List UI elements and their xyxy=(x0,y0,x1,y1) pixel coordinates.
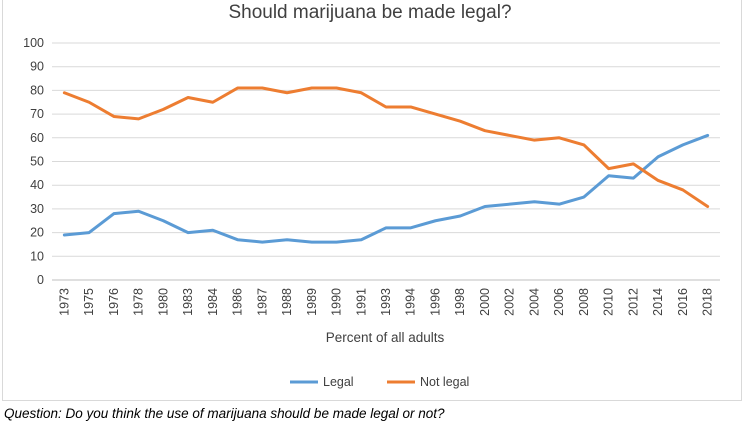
x-axis-label: Percent of all adults xyxy=(326,330,445,345)
legend-label: Legal xyxy=(323,375,354,389)
y-tick-label: 100 xyxy=(23,36,44,50)
y-axis-ticks: 0 10 20 30 40 50 60 70 80 90 100 xyxy=(23,36,44,287)
y-tick-label: 40 xyxy=(30,178,44,192)
x-tick-label: 1984 xyxy=(206,288,220,316)
x-tick-label: 1976 xyxy=(107,288,121,316)
series-line xyxy=(62,133,710,244)
x-tick-label: 1983 xyxy=(181,288,195,316)
x-tick-label: 2006 xyxy=(552,288,566,316)
x-tick-label: 1996 xyxy=(428,288,442,316)
y-tick-label: 10 xyxy=(30,249,44,263)
x-tick-label: 1988 xyxy=(280,288,294,316)
y-tick-label: 20 xyxy=(30,226,44,240)
y-tick-label: 70 xyxy=(30,107,44,121)
x-tick-label: 1991 xyxy=(354,288,368,316)
x-tick-label: 1990 xyxy=(330,288,344,316)
x-tick-label: 1986 xyxy=(231,288,245,316)
x-tick-label: 1975 xyxy=(82,288,96,316)
x-tick-label: 1993 xyxy=(379,288,393,316)
x-axis-ticks: 1973 1975 1976 1978 1980 1983 1984 1986 1987 1988… xyxy=(57,288,714,316)
x-tick-label: 2000 xyxy=(478,288,492,316)
x-tick-label: 2014 xyxy=(651,288,665,316)
x-tick-label: 1980 xyxy=(156,288,170,316)
chart-title: Should marijuana be made legal? xyxy=(228,2,511,23)
x-tick-label: 2002 xyxy=(503,288,517,316)
legend: Legal Not legal xyxy=(290,375,469,389)
x-tick-label: 2010 xyxy=(602,288,616,316)
x-tick-label: 1978 xyxy=(132,288,146,316)
y-tick-label: 90 xyxy=(30,60,44,74)
x-tick-label: 2008 xyxy=(577,288,591,316)
series-lines xyxy=(62,86,710,244)
x-tick-label: 2004 xyxy=(527,288,541,316)
x-tick-label: 2012 xyxy=(626,288,640,316)
y-tick-label: 30 xyxy=(30,202,44,216)
x-tick-label: 1994 xyxy=(404,288,418,316)
x-tick-label: 1989 xyxy=(305,288,319,316)
y-tick-label: 80 xyxy=(30,83,44,97)
x-tick-label: 1973 xyxy=(57,288,71,316)
y-tick-label: 0 xyxy=(37,273,44,287)
x-tick-label: 2016 xyxy=(676,288,690,316)
x-tick-label: 1987 xyxy=(255,288,269,316)
x-tick-label: 1998 xyxy=(453,288,467,316)
y-tick-label: 50 xyxy=(30,155,44,169)
y-tick-label: 60 xyxy=(30,131,44,145)
series-line xyxy=(62,86,710,209)
question-caption: Question: Do you think the use of mariju… xyxy=(4,406,445,421)
gridlines xyxy=(52,42,720,281)
legend-label: Not legal xyxy=(420,375,469,389)
x-tick-label: 2018 xyxy=(701,288,715,316)
